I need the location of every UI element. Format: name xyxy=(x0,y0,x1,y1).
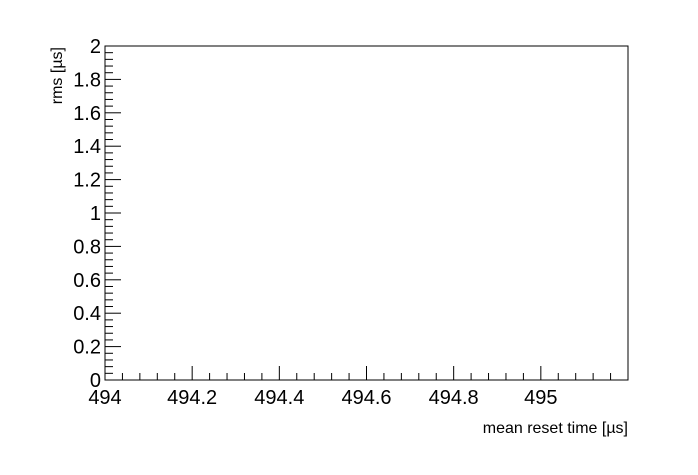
y-axis: 0 0.2 0.4 0.6 0.8 1 1.2 1.4 1.6 1.8 2 xyxy=(73,36,121,392)
y-tick-label: 0.4 xyxy=(73,303,101,325)
y-tick-label: 0.2 xyxy=(73,337,101,359)
x-axis: 494 494.2 494.4 494.6 494.8 495 xyxy=(88,366,629,409)
y-tick-label: 1.8 xyxy=(73,69,101,91)
y-tick-label: 1.2 xyxy=(73,170,101,192)
x-tick-label: 495 xyxy=(524,387,557,409)
x-tick-label: 494.8 xyxy=(429,387,479,409)
y-tick-label: 1.4 xyxy=(73,136,101,158)
x-tick-label: 494.6 xyxy=(341,387,391,409)
x-axis-title: mean reset time [µs] xyxy=(483,420,628,437)
x-tick-label: 494 xyxy=(88,387,121,409)
y-axis-title: rms [µs] xyxy=(49,47,66,104)
y-tick-label: 0.6 xyxy=(73,270,101,292)
y-tick-label: 0.8 xyxy=(73,236,101,258)
y-tick-label: 2 xyxy=(90,36,101,58)
y-tick-label: 0 xyxy=(90,370,101,392)
plot-frame xyxy=(104,45,629,381)
y-tick-label: 1 xyxy=(90,203,101,225)
y-tick-label: 1.6 xyxy=(73,103,101,125)
x-tick-label: 494.4 xyxy=(254,387,304,409)
x-tick-label: 494.2 xyxy=(167,387,217,409)
